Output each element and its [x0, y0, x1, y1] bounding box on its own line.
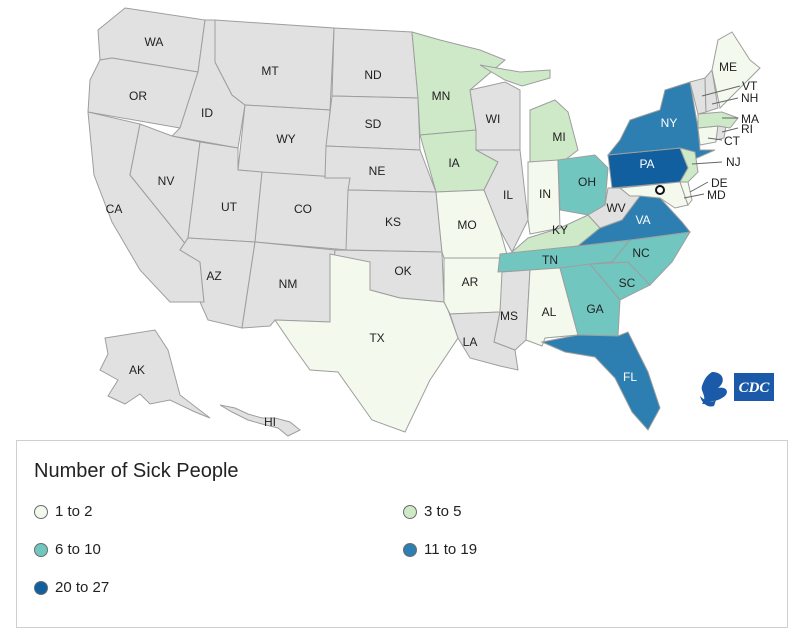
- label-AK: AK: [129, 363, 145, 377]
- label-WI: WI: [486, 112, 501, 126]
- label-FL: FL: [623, 370, 637, 384]
- label-LA: LA: [463, 335, 478, 349]
- legend-swatch: [34, 581, 48, 595]
- label-KY: KY: [552, 223, 568, 237]
- label-MI: MI: [552, 130, 565, 144]
- label-NC: NC: [632, 246, 650, 260]
- label-KS: KS: [385, 215, 401, 229]
- label-IN: IN: [539, 187, 551, 201]
- legend-label: 6 to 10: [55, 541, 101, 558]
- label-UT: UT: [221, 200, 238, 214]
- label-MT: MT: [261, 64, 279, 78]
- label-SD: SD: [365, 117, 382, 131]
- label-VA: VA: [635, 213, 650, 227]
- label-WY: WY: [276, 132, 295, 146]
- label-MS: MS: [500, 309, 518, 323]
- state-HI[interactable]: [220, 405, 300, 436]
- legend-label: 1 to 2: [55, 503, 93, 520]
- legend-title: Number of Sick People: [34, 460, 239, 483]
- label-MN: MN: [432, 89, 451, 103]
- label-PA: PA: [639, 157, 654, 171]
- legend-swatch: [403, 543, 417, 557]
- cdc-logo: CDC: [700, 372, 774, 407]
- state-MI-UP[interactable]: [480, 65, 550, 86]
- state-ND[interactable]: [332, 28, 418, 98]
- legend-label: 3 to 5: [424, 503, 462, 520]
- state-AK[interactable]: [100, 330, 210, 418]
- label-HI: HI: [264, 415, 276, 429]
- cdc-logo-text: CDC: [739, 380, 771, 396]
- state-FL[interactable]: [542, 332, 660, 430]
- label-ND: ND: [364, 68, 382, 82]
- label-WA: WA: [145, 35, 164, 49]
- label-NV: NV: [158, 174, 175, 188]
- label-NH: NH: [741, 91, 758, 105]
- label-ME: ME: [719, 60, 737, 74]
- label-CA: CA: [106, 202, 123, 216]
- label-TX: TX: [369, 331, 384, 345]
- legend-item-1: 1 to 2: [34, 503, 93, 520]
- label-TN: TN: [542, 253, 558, 267]
- label-ID: ID: [201, 106, 213, 120]
- state-CT[interactable]: [698, 126, 718, 145]
- label-GA: GA: [586, 302, 603, 316]
- label-NM: NM: [279, 277, 298, 291]
- legend-swatch: [34, 505, 48, 519]
- label-OK: OK: [394, 264, 411, 278]
- label-AR: AR: [462, 275, 479, 289]
- label-IL: IL: [503, 188, 513, 202]
- us-map: WA OR CA ID NV MT WY UT AZ CO NM ND SD N…: [0, 0, 805, 440]
- label-SC: SC: [619, 276, 636, 290]
- label-MO: MO: [457, 218, 476, 232]
- label-OR: OR: [129, 89, 147, 103]
- label-MD: MD: [707, 188, 726, 202]
- label-WV: WV: [606, 201, 625, 215]
- label-NY: NY: [661, 116, 678, 130]
- legend-label: 20 to 27: [55, 579, 109, 596]
- dc-marker[interactable]: [656, 186, 664, 194]
- label-MA: MA: [741, 112, 759, 126]
- label-CT: CT: [724, 134, 741, 148]
- legend: Number of Sick People 1 to 2 3 to 5 6 to…: [16, 440, 788, 628]
- legend-label: 11 to 19: [424, 541, 477, 558]
- legend-item-5: 20 to 27: [34, 579, 109, 596]
- state-MA[interactable]: [698, 112, 738, 128]
- legend-item-2: 3 to 5: [403, 503, 462, 520]
- label-IA: IA: [448, 156, 459, 170]
- label-AZ: AZ: [206, 269, 221, 283]
- legend-item-3: 6 to 10: [34, 541, 101, 558]
- hhs-eagle-icon: [700, 372, 727, 407]
- label-NJ: NJ: [726, 155, 741, 169]
- label-AL: AL: [542, 305, 557, 319]
- label-NE: NE: [369, 164, 386, 178]
- legend-swatch: [403, 505, 417, 519]
- label-CO: CO: [294, 202, 312, 216]
- legend-item-4: 11 to 19: [403, 541, 477, 558]
- legend-swatch: [34, 543, 48, 557]
- label-OH: OH: [578, 175, 596, 189]
